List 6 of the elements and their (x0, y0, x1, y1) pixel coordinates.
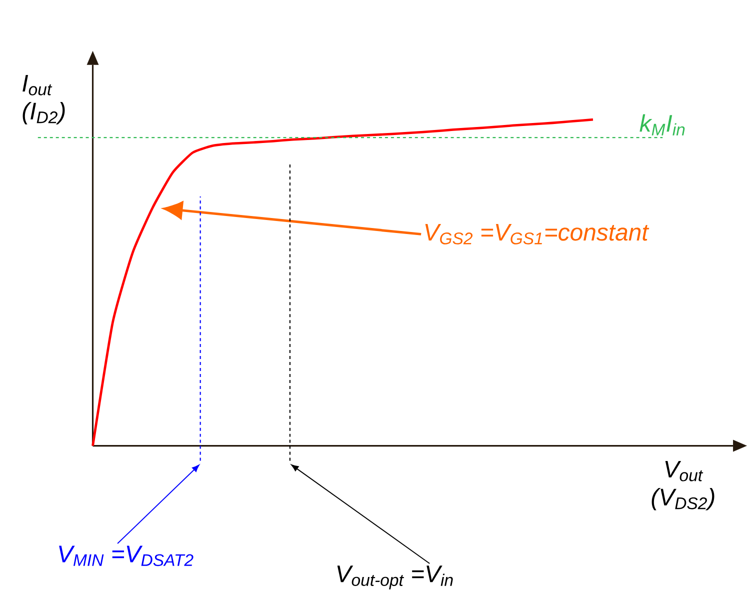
y-axis-title: I$_{out}$ (I$_{D2}$) (22, 74, 65, 124)
x-axis-title: V$_{out}$ (V$_{DS2}$) (652, 460, 714, 510)
text: V$_{out-opt}$ =V$_{in}$ (337, 566, 453, 590)
annotation: V$_{GS2}$ =V$_{GS1}$=constant (425, 224, 650, 244)
ref-line-label: k$_{M}$I$_{in}$ (640, 114, 685, 136)
text: V$_{MIN}$ =V$_{DSAT2}$ (59, 546, 194, 566)
